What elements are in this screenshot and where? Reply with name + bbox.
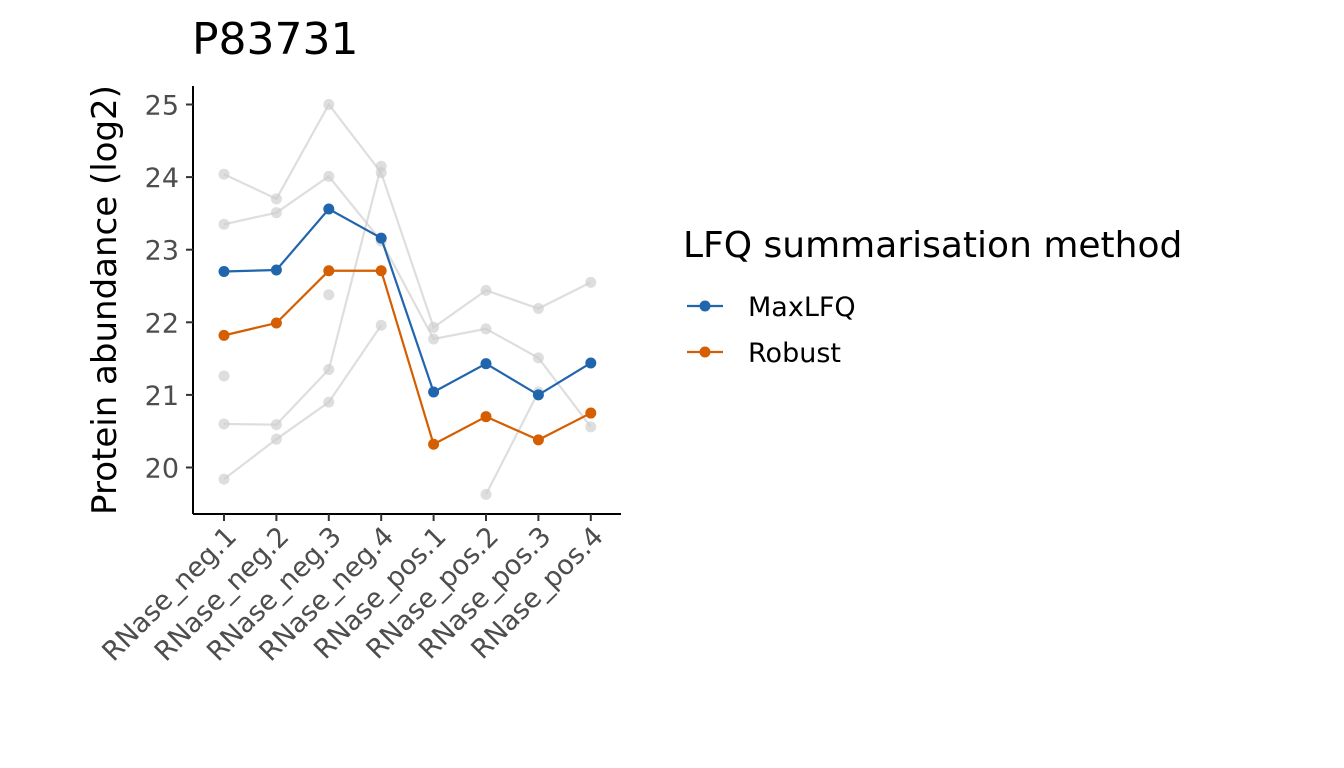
background-line bbox=[485, 391, 540, 495]
background-point bbox=[532, 352, 544, 364]
background-line bbox=[223, 324, 383, 480]
background-point bbox=[480, 284, 492, 296]
legend-label: Robust bbox=[748, 338, 841, 369]
series-point bbox=[323, 265, 335, 277]
background-lines bbox=[218, 99, 597, 500]
background-point bbox=[480, 323, 492, 335]
background-line bbox=[223, 102, 592, 330]
chart-title: P83731 bbox=[192, 14, 359, 65]
y-tick-label: 24 bbox=[145, 163, 179, 194]
background-point bbox=[218, 218, 230, 230]
series-line bbox=[223, 269, 592, 446]
series-point bbox=[428, 438, 440, 450]
background-line bbox=[223, 174, 592, 428]
series-line bbox=[223, 207, 592, 397]
legend-label: MaxLFQ bbox=[748, 292, 856, 323]
background-point bbox=[532, 303, 544, 315]
series-point bbox=[270, 264, 282, 276]
background-point bbox=[218, 473, 230, 485]
y-tick-label: 23 bbox=[145, 236, 179, 267]
background-point bbox=[323, 289, 335, 301]
series-point bbox=[428, 386, 440, 398]
series-point bbox=[218, 329, 230, 341]
y-tick-label: 22 bbox=[145, 308, 179, 339]
background-point bbox=[323, 396, 335, 408]
y-tick-label: 20 bbox=[145, 454, 179, 485]
background-point bbox=[323, 363, 335, 375]
y-ticks: 20 21 22 23 24 25 bbox=[145, 91, 193, 485]
background-point bbox=[323, 170, 335, 182]
legend: LFQ summarisation method MaxLFQ Robust bbox=[683, 225, 1182, 369]
background-point bbox=[585, 421, 597, 433]
background-point bbox=[323, 99, 335, 110]
background-line bbox=[223, 165, 383, 426]
legend-title: LFQ summarisation method bbox=[683, 225, 1182, 266]
series-point bbox=[585, 407, 597, 419]
legend-key-point bbox=[699, 346, 711, 358]
series-point bbox=[585, 357, 597, 369]
legend-key-point bbox=[699, 300, 711, 312]
background-point bbox=[585, 276, 597, 288]
background-point bbox=[218, 168, 230, 180]
series-point bbox=[218, 265, 230, 277]
series-point bbox=[480, 411, 492, 423]
background-point bbox=[218, 370, 230, 382]
y-tick-label: 21 bbox=[145, 381, 179, 412]
background-point bbox=[375, 319, 387, 331]
series-point bbox=[532, 389, 544, 401]
background-point bbox=[270, 193, 282, 205]
y-axis-label: Protein abundance (log2) bbox=[85, 85, 125, 515]
background-point bbox=[270, 207, 282, 219]
background-point bbox=[375, 160, 387, 172]
background-point bbox=[270, 419, 282, 431]
series-point bbox=[375, 265, 387, 277]
background-point bbox=[480, 488, 492, 500]
series-point bbox=[480, 358, 492, 370]
background-point bbox=[218, 418, 230, 430]
background-point bbox=[428, 333, 440, 345]
x-ticks: RNase_neg.1RNase_neg.2RNase_neg.3RNase_n… bbox=[96, 514, 610, 668]
series-point bbox=[375, 232, 387, 244]
background-point bbox=[428, 321, 440, 333]
series-point bbox=[532, 434, 544, 446]
series-point bbox=[323, 203, 335, 215]
background-point bbox=[270, 433, 282, 445]
y-tick-label: 25 bbox=[145, 91, 179, 122]
series-lines bbox=[218, 203, 597, 450]
series-point bbox=[270, 317, 282, 329]
